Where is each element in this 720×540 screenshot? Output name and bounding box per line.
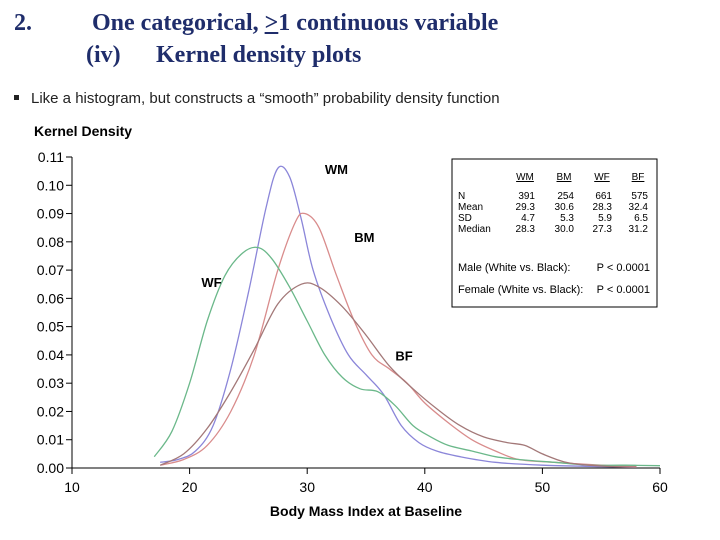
y-tick-label: 0.11 xyxy=(38,149,64,165)
title-text-pre: One categorical, xyxy=(92,10,265,36)
density-curve-wm xyxy=(160,165,637,469)
density-curve-bf xyxy=(159,282,637,468)
y-tick-label: 0.09 xyxy=(37,206,64,222)
y-tick-label: 0.02 xyxy=(37,403,64,419)
series-label-wm: WM xyxy=(325,162,348,177)
stats-cell: 30.6 xyxy=(555,202,575,213)
y-tick-label: 0.05 xyxy=(37,319,64,335)
stats-cell: 5.3 xyxy=(560,213,574,224)
stats-cell: 575 xyxy=(631,191,648,202)
title-text-post: 1 continuous variable xyxy=(278,10,499,36)
bullet-text: Like a histogram, but constructs a “smoo… xyxy=(31,90,500,107)
y-tick-label: 0.01 xyxy=(37,432,64,448)
x-tick-label: 40 xyxy=(417,479,433,495)
density-curve-bm xyxy=(160,212,637,468)
subtitle-text: Kernel density plots xyxy=(156,42,362,68)
y-tick-label: 0.00 xyxy=(37,460,64,476)
x-tick-label: 30 xyxy=(299,479,315,495)
y-tick-label: 0.04 xyxy=(37,347,64,363)
y-tick-label: 0.10 xyxy=(37,177,64,193)
y-axis-label: Kernel Density xyxy=(34,123,132,139)
test-label: Male (White vs. Black): xyxy=(458,262,570,274)
test-label: Female (White vs. Black): xyxy=(458,284,583,296)
stats-cell: 27.3 xyxy=(593,224,613,235)
stats-row-label: SD xyxy=(458,213,472,224)
series-label-wf: WF xyxy=(201,275,221,290)
stats-cell: 28.3 xyxy=(593,202,613,213)
x-tick-label: 20 xyxy=(182,479,198,495)
x-tick-label: 60 xyxy=(652,479,668,495)
bullet-point: Like a histogram, but constructs a “smoo… xyxy=(14,90,500,107)
stats-cell: 6.5 xyxy=(634,213,648,224)
stats-cell: 29.3 xyxy=(516,202,536,213)
stats-cell: 32.4 xyxy=(629,202,649,213)
y-tick-label: 0.06 xyxy=(37,290,64,306)
y-tick-label: 0.08 xyxy=(37,234,64,250)
stats-row-label: Mean xyxy=(458,202,483,213)
stats-cell: 391 xyxy=(518,191,535,202)
y-tick-label: 0.03 xyxy=(37,375,64,391)
y-tick-label: 0.07 xyxy=(37,262,64,278)
bullet-square-icon xyxy=(14,95,19,101)
stats-header-bf: BF xyxy=(632,172,645,183)
stats-cell: 5.9 xyxy=(598,213,612,224)
x-axis-label: Body Mass Index at Baseline xyxy=(270,503,462,519)
stats-cell: 31.2 xyxy=(629,224,649,235)
test-pvalue: P < 0.0001 xyxy=(597,262,650,274)
stats-header-bm: BM xyxy=(557,172,572,183)
test-pvalue: P < 0.0001 xyxy=(597,284,650,296)
stats-header-wf: WF xyxy=(594,172,610,183)
stats-cell: 4.7 xyxy=(521,213,535,224)
series-label-bm: BM xyxy=(354,230,374,245)
stats-cell: 254 xyxy=(557,191,574,202)
stats-header-wm: WM xyxy=(516,172,534,183)
series-label-bf: BF xyxy=(395,349,412,364)
x-tick-label: 50 xyxy=(535,479,551,495)
title-ge-symbol: > xyxy=(264,10,279,36)
stats-cell: 28.3 xyxy=(516,224,536,235)
stats-row-label: N xyxy=(458,191,465,202)
stats-row-label: Median xyxy=(458,224,491,235)
slide-subtitle: (iv) Kernel density plots xyxy=(86,42,361,69)
stats-box xyxy=(451,158,658,308)
title-number: 2. xyxy=(14,10,32,36)
subtitle-number: (iv) xyxy=(86,42,121,68)
density-curve-wf xyxy=(153,246,661,467)
x-tick-label: 10 xyxy=(64,479,80,495)
slide-title: 2. One categorical, >1 continuous variabl… xyxy=(14,10,498,37)
stats-cell: 30.0 xyxy=(555,224,575,235)
stats-cell: 661 xyxy=(595,191,612,202)
